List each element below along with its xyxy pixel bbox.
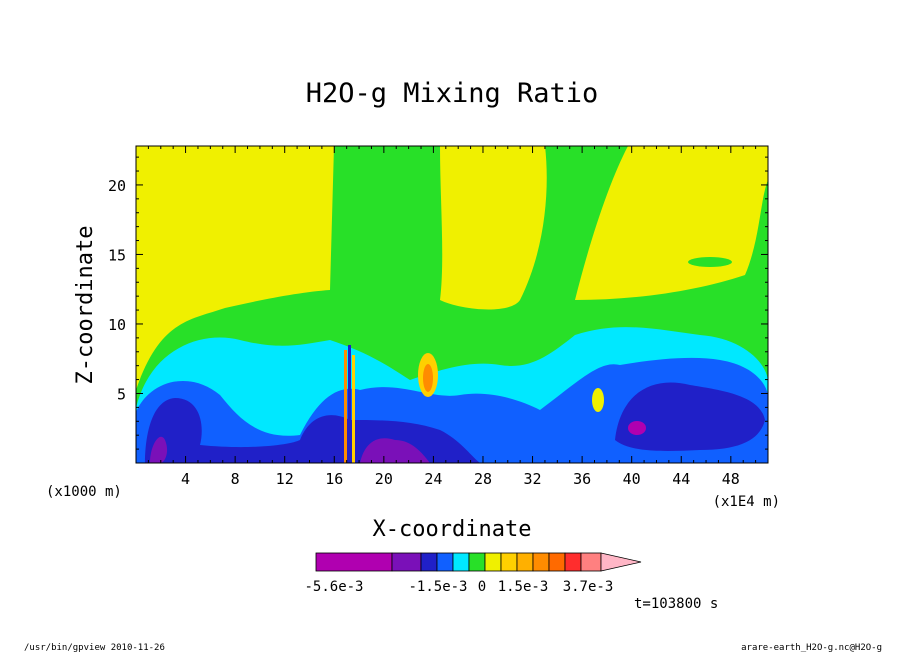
colorbar-segment [580,552,602,572]
y-tick-label: 10 [108,316,126,334]
colorbar-label: 1.5e-3 [498,579,549,595]
x-tick-label: 16 [325,470,343,488]
plot-area [136,146,768,463]
x-axis-ticks: 4 8 12 16 20 24 28 32 36 40 44 48 [147,146,757,488]
x-tick-label: 8 [231,470,240,488]
field-spot-green [688,257,732,267]
footer-right: arare-earth_H2O-g.nc@H2O-g [741,643,882,653]
x-tick-label: 40 [623,470,641,488]
colorbar-segment [436,552,454,572]
colorbar-segment [564,552,582,572]
y-tick-label: 5 [117,385,126,403]
colorbar-segment [500,552,518,572]
field-band-blue [136,357,768,463]
x-tick-label: 4 [181,470,190,488]
x-axis-unit-left: (x1000 m) [46,484,122,500]
x-tick-label: 20 [375,470,393,488]
colorbar-label: -5.6e-3 [304,579,363,595]
colorbar [315,552,642,572]
x-tick-label: 44 [672,470,690,488]
y-tick-label: 15 [108,246,126,264]
colorbar-segment [468,552,486,572]
colorbar-segment [420,552,438,572]
colorbar-label: 0 [478,579,486,595]
chart-title: H2O-g Mixing Ratio [306,78,599,109]
field-band-darkblue-right [615,382,765,451]
colorbar-segment [315,552,393,572]
x-tick-label: 24 [424,470,442,488]
time-label: t=103800 s [634,596,718,612]
colorbar-label: -1.5e-3 [408,579,467,595]
colorbar-arrow [600,552,642,572]
colorbar-segment [532,552,550,572]
x-tick-label: 28 [474,470,492,488]
x-axis-unit-right: (x1E4 m) [713,494,780,510]
y-axis-label: Z-coordinate [73,226,98,385]
colorbar-segment [452,552,470,572]
x-tick-label: 48 [722,470,740,488]
field-streak-3 [352,355,355,463]
field-streak-1 [344,350,347,463]
field-spot-orange [423,364,433,392]
footer-left: /usr/bin/gpview 2010-11-26 [24,643,165,653]
colorbar-label: 3.7e-3 [563,579,614,595]
x-axis-label: X-coordinate [373,517,532,542]
colorbar-segment [484,552,502,572]
colorbar-segment [516,552,534,572]
x-tick-label: 12 [276,470,294,488]
field-spot-magenta [628,421,646,435]
field-band-purple [150,436,430,463]
x-tick-label: 36 [573,470,591,488]
colorbar-segment [391,552,422,572]
field-streak-2 [348,345,351,463]
y-tick-label: 20 [108,177,126,195]
y-axis-ticks: 5 10 15 20 [108,156,768,450]
colorbar-segment [548,552,566,572]
plot-frame [135,145,769,464]
field-spot-yellow-2 [592,388,604,412]
colorbar-labels: -5.6e-3 -1.5e-3 0 1.5e-3 3.7e-3 [304,579,613,595]
x-tick-label: 32 [524,470,542,488]
